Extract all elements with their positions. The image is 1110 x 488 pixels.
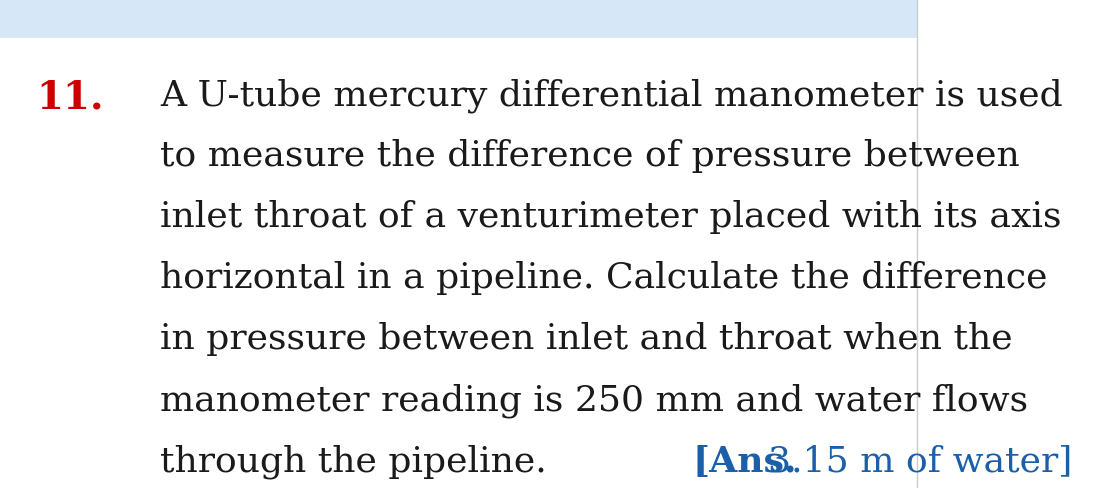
Text: inlet throat of a venturimeter placed with its axis: inlet throat of a venturimeter placed wi…	[161, 200, 1062, 234]
Text: in pressure between inlet and throat when the: in pressure between inlet and throat whe…	[161, 322, 1013, 356]
Text: A U-tube mercury differential manometer is used: A U-tube mercury differential manometer …	[161, 78, 1063, 112]
Text: 11.: 11.	[37, 78, 104, 116]
Text: [Ans.: [Ans.	[693, 444, 797, 477]
Text: to measure the difference of pressure between: to measure the difference of pressure be…	[161, 139, 1020, 173]
Text: horizontal in a pipeline. Calculate the difference: horizontal in a pipeline. Calculate the …	[161, 261, 1048, 295]
Text: manometer reading is 250 mm and water flows: manometer reading is 250 mm and water fl…	[161, 383, 1029, 417]
FancyBboxPatch shape	[0, 0, 917, 39]
Text: 3.15 m of water]: 3.15 m of water]	[768, 444, 1072, 477]
Text: through the pipeline.: through the pipeline.	[161, 444, 547, 478]
